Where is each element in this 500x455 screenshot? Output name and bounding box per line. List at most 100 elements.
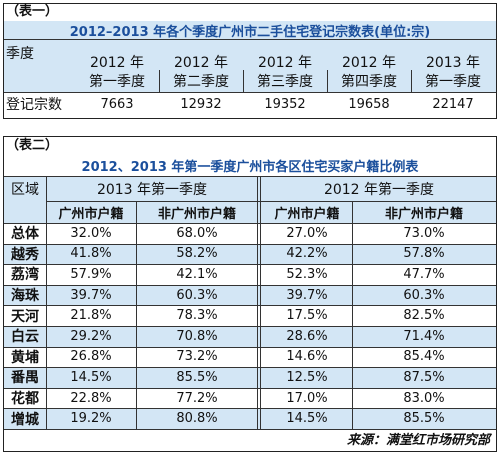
rule [243,70,244,92]
region: 增城 [11,411,39,428]
value-cell: 80.8% [176,411,218,427]
rule [257,177,258,429]
table-title: 2012–2013 年各个季度广州市二手住宅登记宗数表(单位:宗) [69,24,431,40]
rule [46,201,496,202]
region: 越秀 [11,246,39,263]
value-cell: 83.0% [403,390,445,406]
value-cell: 19352 [264,96,306,112]
value-cell: 22.8% [70,390,112,406]
value-cell: 85.5% [403,411,445,427]
value-cell: 73.2% [176,349,218,365]
value-cell: 32.0% [70,225,112,241]
value-cell: 73.0% [403,225,445,241]
value-cell: 82.5% [403,308,445,324]
value-cell: 19658 [348,96,390,112]
row-bg [4,243,496,265]
value-cell: 28.6% [286,328,328,344]
row-bg [4,326,496,347]
subheader: 广州市户籍 [58,207,124,222]
rule [4,264,496,266]
column-quarter: 第四季度 [341,74,397,90]
value-cell: 14.5% [286,411,328,427]
value-cell: 47.7% [403,266,445,282]
value-cell: 70.8% [176,328,218,344]
table-label: （表一） [6,4,59,19]
rule [260,177,261,429]
region: 天河 [11,308,39,325]
region: 海珠 [11,288,39,305]
value-cell: 21.8% [70,308,112,324]
value-cell: 19.2% [70,411,112,427]
value-cell: 29.2% [70,328,112,344]
value-cell: 85.4% [403,349,445,365]
column-year: 2013 年 [425,55,481,71]
region: 荔湾 [11,267,39,284]
value-cell: 68.0% [176,225,218,241]
rule [159,70,160,92]
rule [4,92,496,93]
table1-frame [3,3,497,119]
value-cell: 60.3% [176,287,218,303]
rule [4,367,496,369]
value-cell: 41.8% [70,246,112,262]
value-cell: 52.3% [286,266,328,282]
column-year: 2012 年 [173,55,229,71]
table-label: （表二） [6,138,59,153]
rule [352,202,353,429]
value-cell: 87.5% [403,369,445,385]
region-header: 区域 [11,182,39,198]
rule [4,176,496,177]
value-cell: 57.8% [403,246,445,262]
subheader: 非广州市户籍 [384,207,463,222]
row-header: 季度 [6,46,34,62]
value-cell: 12.5% [286,369,328,385]
table-title: 2012、2013 年第一季度广州市各区住宅买家户籍比例表 [81,159,419,175]
rule [4,429,496,430]
value-cell: 78.3% [176,308,218,324]
value-cell: 22147 [432,96,474,112]
column-quarter: 第三季度 [257,74,313,90]
row-bg [4,408,496,429]
region: 黄埔 [11,349,39,366]
rule [411,70,412,92]
region: 总体 [11,226,39,243]
column-quarter: 第一季度 [89,74,145,90]
rule [4,305,496,307]
rule [327,70,328,92]
rule [136,202,137,429]
column-year: 2012 年 [257,55,313,71]
group-header: 2012 年第一季度 [323,182,435,198]
value-cell: 58.2% [176,246,218,262]
column-year: 2012 年 [89,55,145,71]
title-bar [4,21,496,39]
rule [4,243,496,245]
table2-frame [3,136,497,452]
row-bg [4,367,496,388]
subheader: 广州市户籍 [274,207,340,222]
value-cell: 17.0% [286,390,328,406]
value-cell: 42.1% [176,266,218,282]
group-header: 2013 年第一季度 [96,182,208,198]
value-cell: 60.3% [403,287,445,303]
region: 花都 [11,391,39,408]
value-cell: 17.5% [286,308,328,324]
rule [4,387,496,389]
value-cell: 14.6% [286,349,328,365]
value-cell: 71.4% [403,328,445,344]
header-bg [4,40,496,92]
rule [4,326,496,327]
value-cell: 7663 [100,96,134,112]
value-cell: 39.7% [286,287,328,303]
rule [4,408,496,410]
rule [4,223,496,224]
rule [46,177,47,429]
region: 番禺 [11,370,39,387]
value-cell: 39.7% [70,287,112,303]
row-bg [4,284,496,306]
subheader: 非广州市户籍 [157,207,236,222]
value-cell: 77.2% [176,390,218,406]
source-note: 来源：满堂红市场研究部 [346,433,490,448]
value-cell: 12932 [180,96,222,112]
value-cell: 14.5% [70,369,112,385]
region: 白云 [11,329,39,346]
